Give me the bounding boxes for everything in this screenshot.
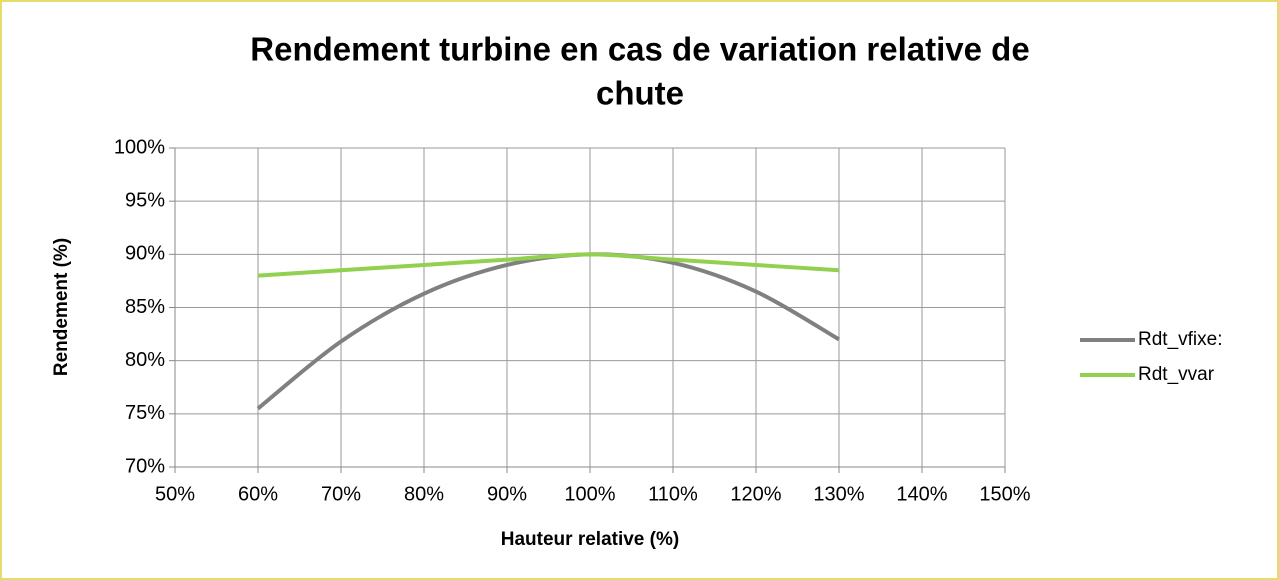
y-axis-title: Rendement (%) (51, 238, 72, 376)
x-tick-label: 130% (813, 483, 864, 505)
series-line (257, 252, 840, 278)
y-tick-label: 95% (125, 189, 165, 211)
chart-title: chute (596, 75, 684, 112)
x-tick-label: 90% (487, 483, 527, 505)
y-tick-label: 100% (114, 136, 165, 158)
legend-label: Rdt_vfixe: (1138, 329, 1222, 350)
x-tick-label: 50% (155, 483, 195, 505)
x-tick-label: 60% (238, 483, 278, 505)
x-tick-label: 70% (321, 483, 361, 505)
y-tick-label: 70% (125, 455, 165, 477)
y-tick-label: 75% (125, 402, 165, 424)
x-tick-label: 120% (730, 483, 781, 505)
chart-title: Rendement turbine en cas de variation re… (250, 31, 1029, 68)
y-tick-label: 80% (125, 349, 165, 371)
x-tick-label: 80% (404, 483, 444, 505)
x-tick-label: 100% (564, 483, 615, 505)
x-axis-title: Hauteur relative (%) (501, 529, 679, 550)
legend-label: Rdt_vvar (1138, 364, 1215, 385)
y-tick-label: 90% (125, 243, 165, 265)
x-tick-label: 150% (979, 483, 1030, 505)
x-tick-label: 110% (648, 483, 698, 505)
y-tick-label: 85% (125, 296, 165, 318)
x-tick-label: 140% (896, 483, 947, 505)
